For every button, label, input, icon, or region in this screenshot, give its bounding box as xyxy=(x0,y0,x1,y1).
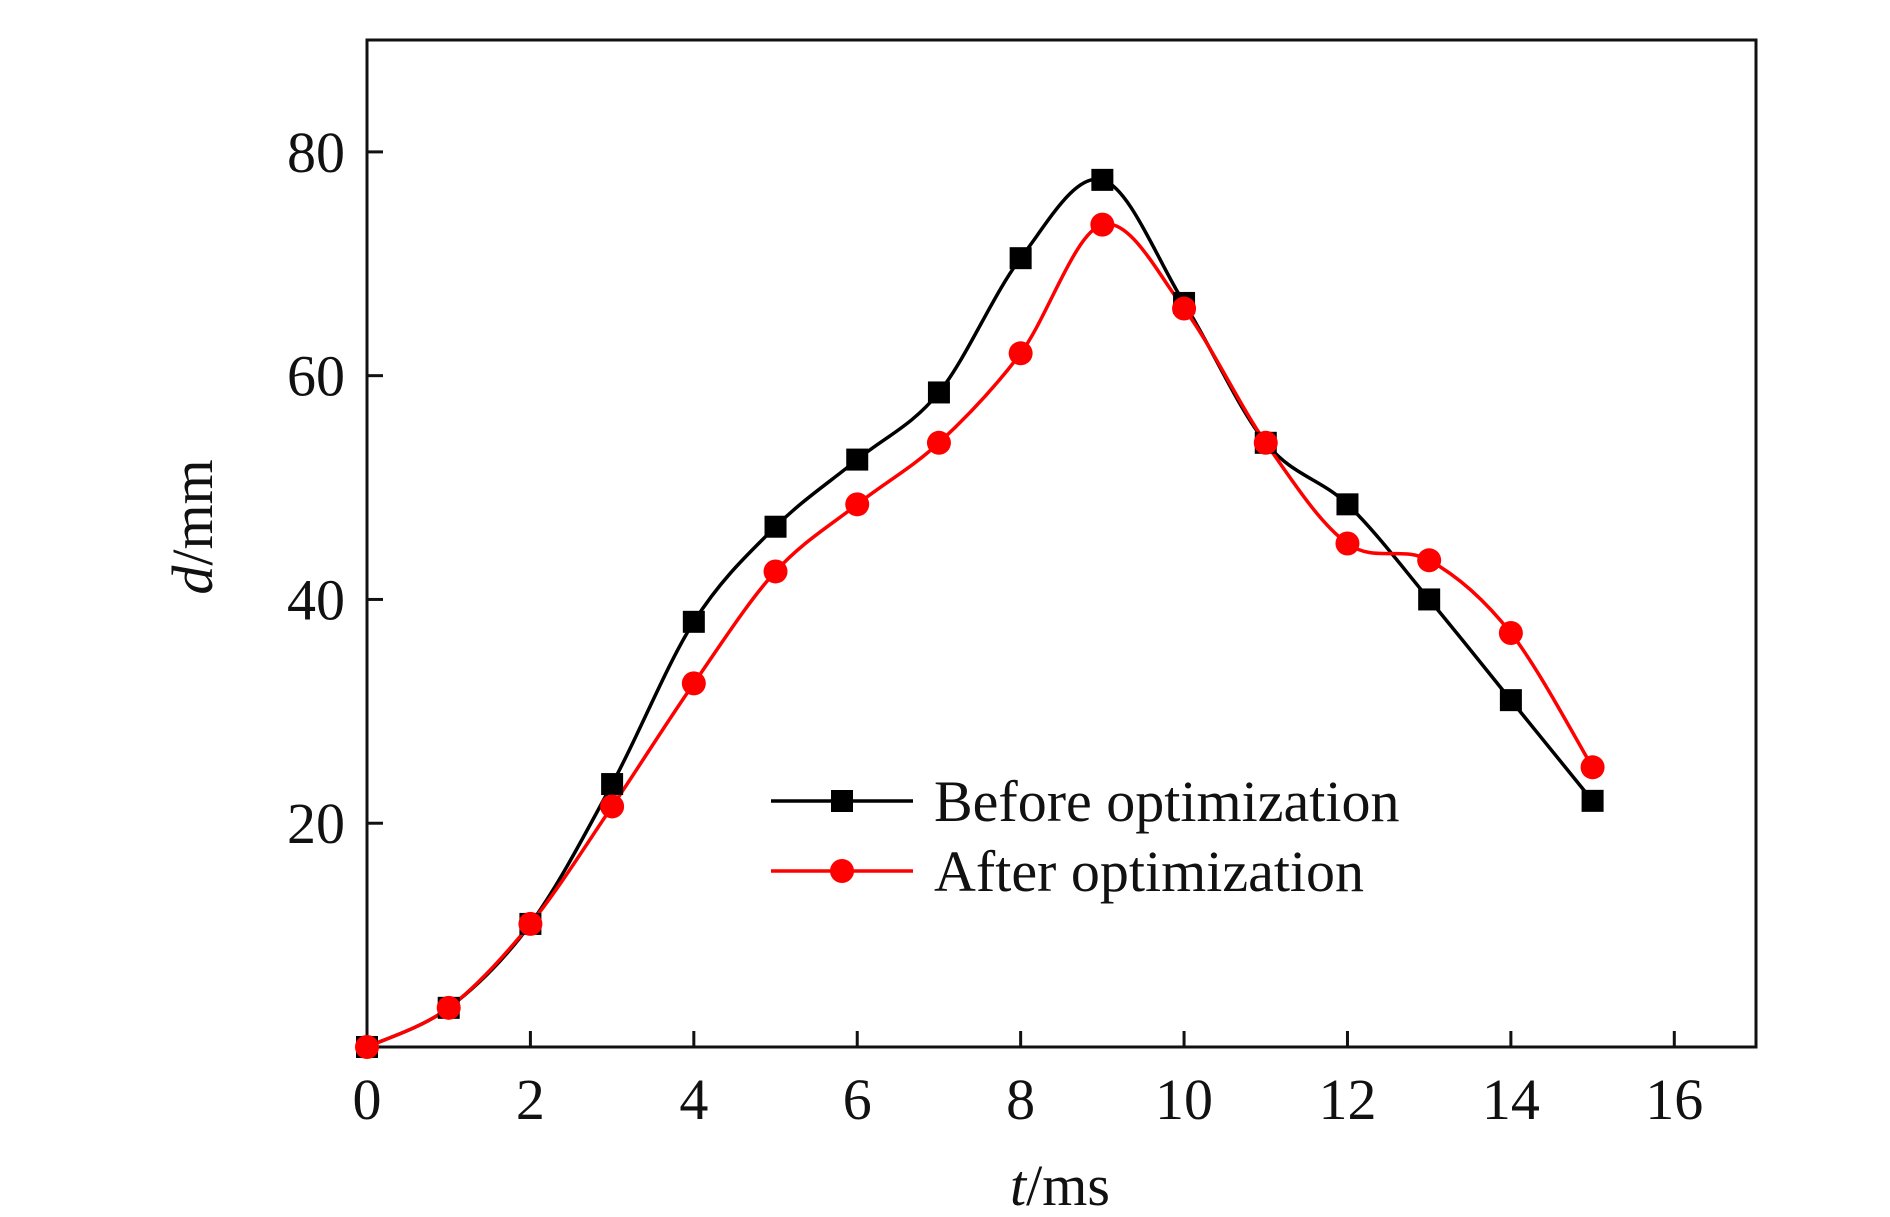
legend-label-after: After optimization xyxy=(934,839,1364,904)
data-point-after xyxy=(1498,621,1523,646)
x-tick-label: 0 xyxy=(353,1067,382,1132)
data-point-after xyxy=(1008,341,1033,366)
data-point-after xyxy=(1253,430,1278,455)
data-point-before xyxy=(1581,789,1604,812)
data-point-after xyxy=(1417,548,1442,573)
x-tick-label: 14 xyxy=(1482,1067,1540,1132)
x-tick-label: 16 xyxy=(1645,1067,1703,1132)
data-point-before xyxy=(927,381,950,404)
data-point-before xyxy=(1499,689,1522,712)
x-tick-label: 10 xyxy=(1155,1067,1213,1132)
series-layer xyxy=(367,177,1595,1047)
series-line-before xyxy=(367,177,1594,1047)
y-axis-title: d/mm xyxy=(160,459,225,594)
axis-ticks: 0 2 4 6 8 10 12 14 16 20 40 60 80 xyxy=(287,120,1703,1132)
data-point-after xyxy=(1172,296,1197,321)
data-point-after xyxy=(926,430,951,455)
data-point-after xyxy=(436,995,461,1020)
data-point-after xyxy=(681,671,706,696)
legend-circle-marker xyxy=(830,859,854,883)
x-tick-label: 2 xyxy=(516,1067,545,1132)
data-point-after xyxy=(1580,755,1605,780)
legend-label-before: Before optimization xyxy=(934,769,1399,834)
data-point-before xyxy=(846,448,869,471)
data-point-after xyxy=(845,492,870,517)
x-tick-label: 6 xyxy=(843,1067,872,1132)
y-tick-label: 60 xyxy=(287,344,345,409)
series-line-after xyxy=(367,222,1595,1047)
data-point-after xyxy=(763,559,788,584)
data-point-after xyxy=(1090,212,1115,237)
y-tick-label: 80 xyxy=(287,120,345,185)
data-point-after xyxy=(1335,531,1360,556)
data-point-before xyxy=(1009,247,1032,270)
y-tick-label: 40 xyxy=(287,567,345,632)
x-tick-label: 8 xyxy=(1006,1067,1035,1132)
y-tick-label: 20 xyxy=(287,791,345,856)
x-tick-label: 12 xyxy=(1318,1067,1376,1132)
x-tick-label: 4 xyxy=(679,1067,708,1132)
legend-entry-before: Before optimization xyxy=(771,769,1399,834)
data-point-before xyxy=(1418,588,1441,611)
data-point-before xyxy=(764,515,787,538)
markers-layer xyxy=(355,168,1605,1059)
data-point-after xyxy=(518,911,543,936)
legend-square-marker xyxy=(831,790,853,812)
legend: Before optimization After optimization xyxy=(771,769,1399,904)
plot-frame xyxy=(365,38,1758,1049)
data-point-before xyxy=(682,610,705,633)
data-point-before xyxy=(1336,493,1359,516)
legend-entry-after: After optimization xyxy=(771,839,1364,904)
data-point-after xyxy=(600,794,625,819)
data-point-after xyxy=(355,1035,379,1059)
x-axis-title: t/ms xyxy=(1010,1153,1110,1217)
data-point-before xyxy=(1091,168,1114,191)
data-point-before xyxy=(601,773,624,796)
